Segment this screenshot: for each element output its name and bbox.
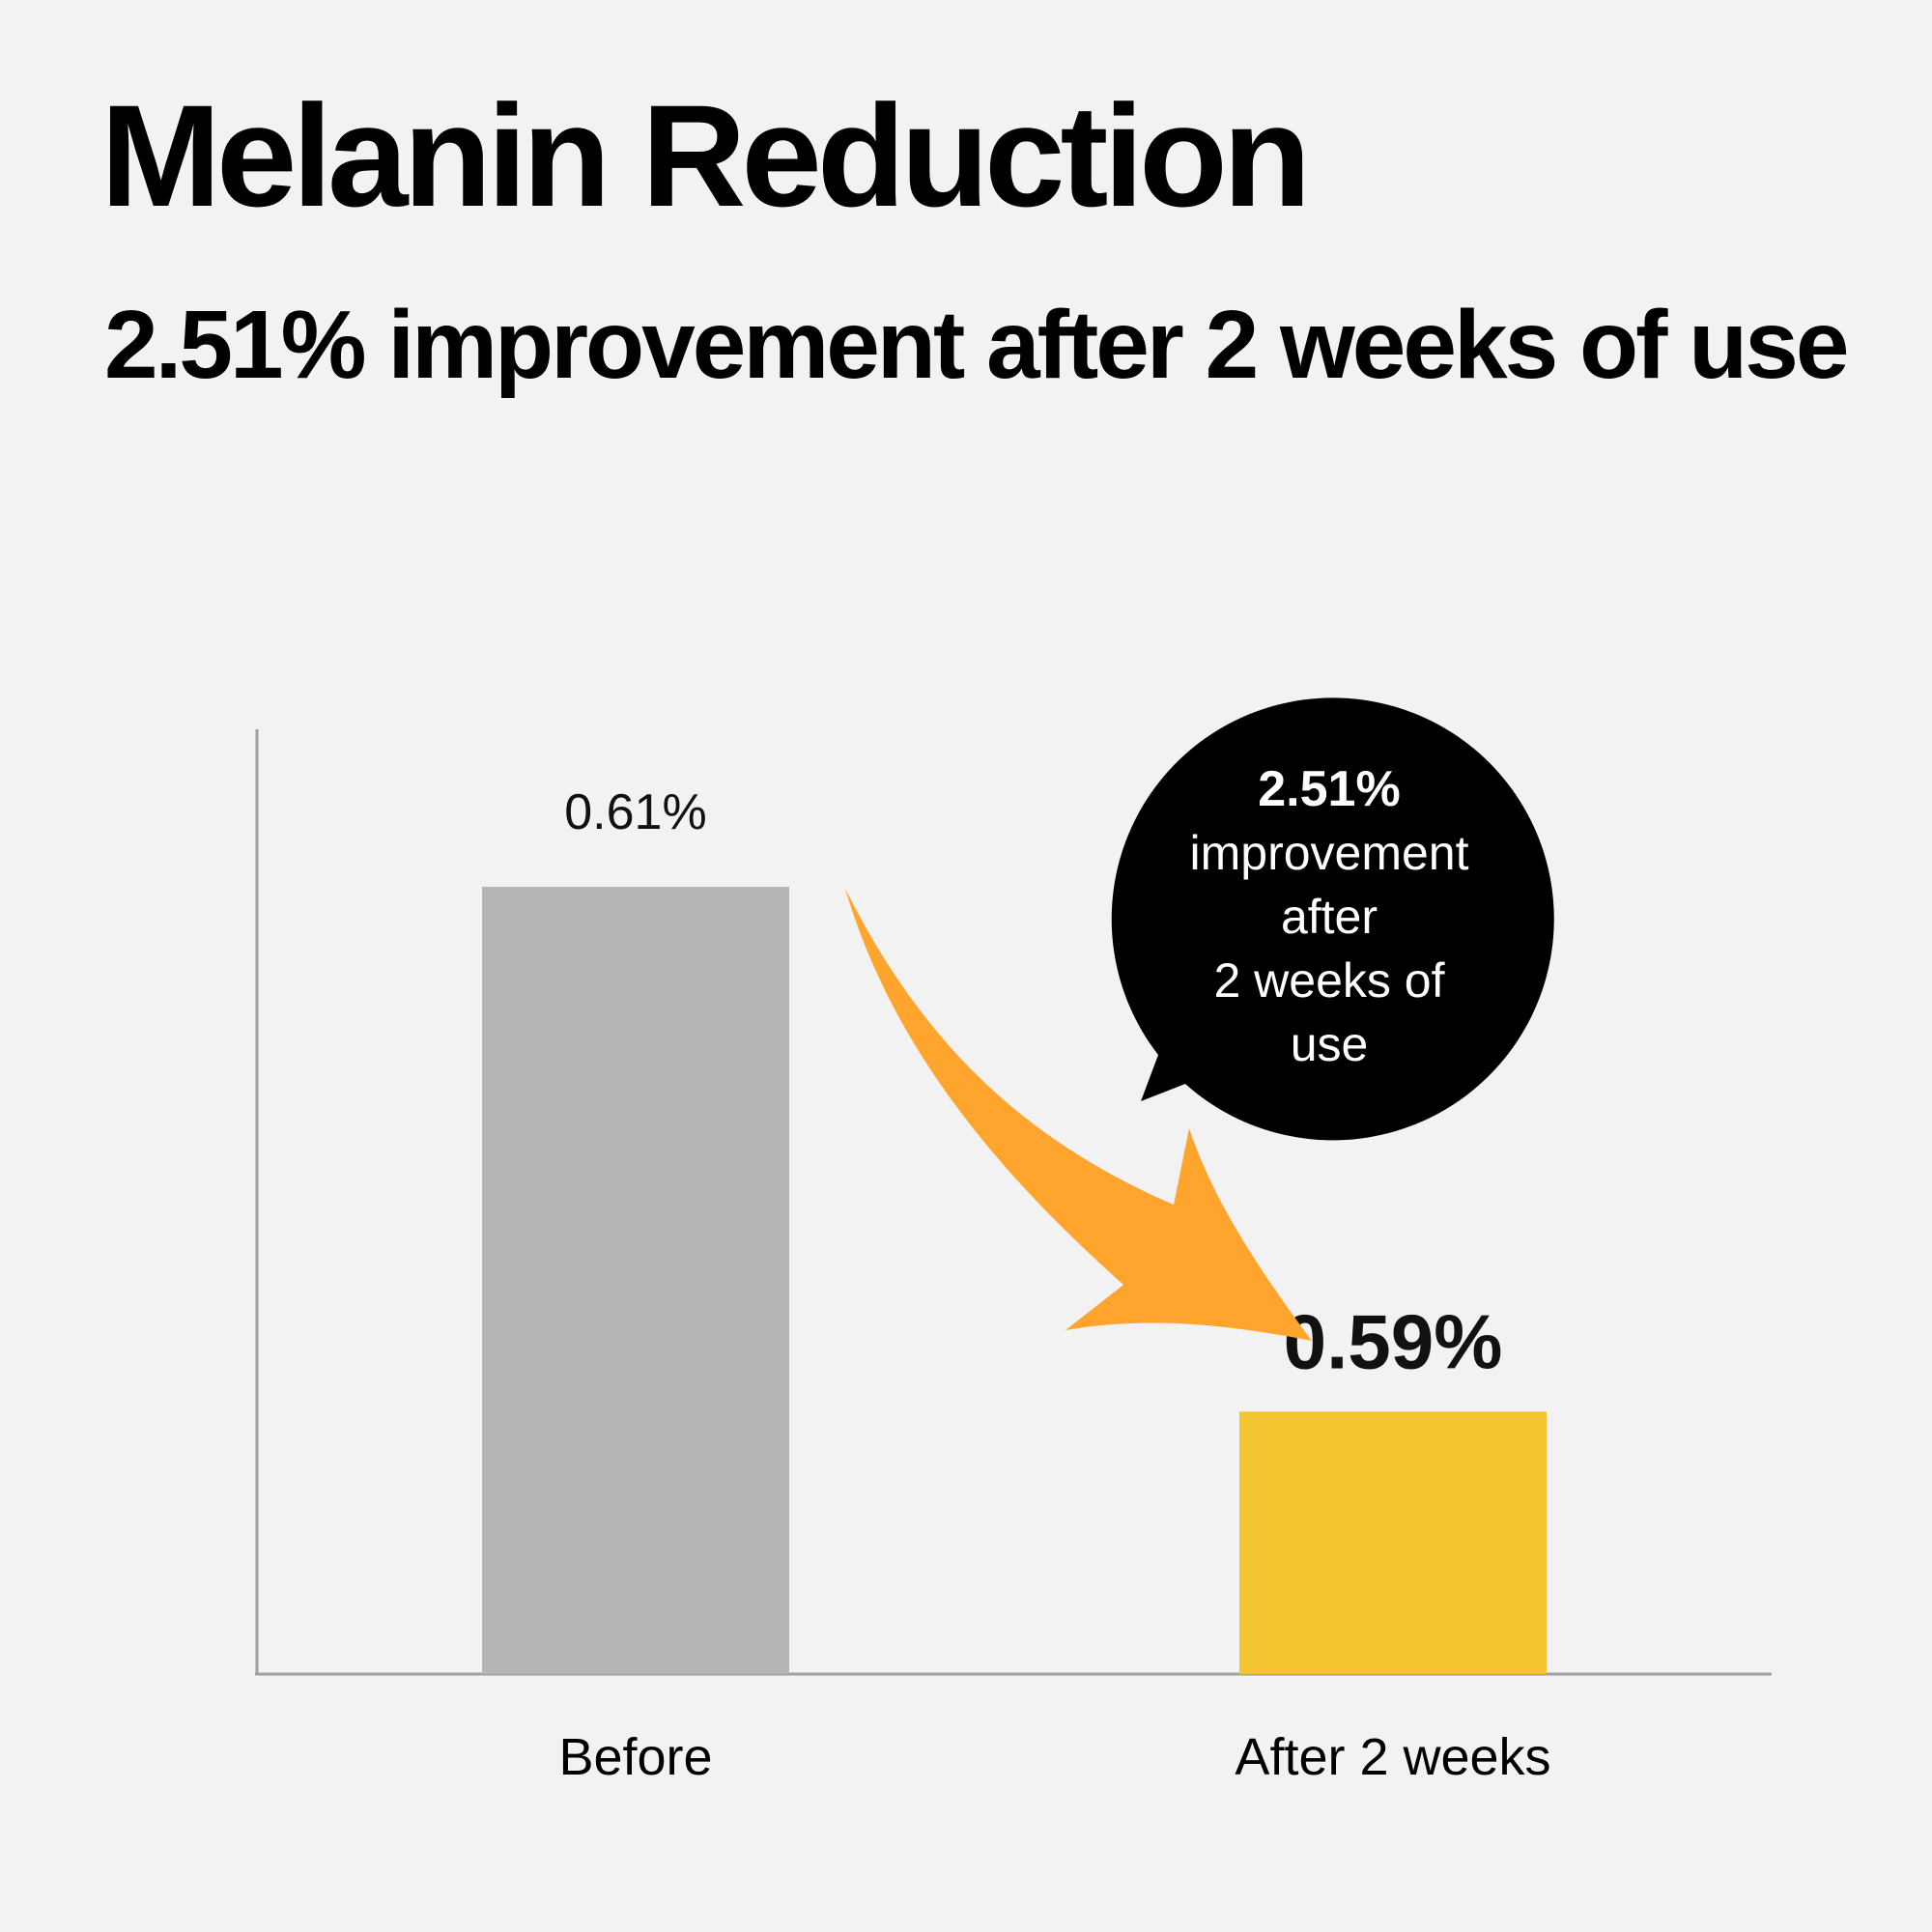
bar-before xyxy=(482,887,789,1674)
chart-subtitle: 2.51% improvement after 2 weeks of use xyxy=(104,291,1849,399)
callout-line-4: use xyxy=(1291,1017,1369,1071)
callout-percent: 2.51% xyxy=(1258,761,1400,817)
callout-line-2: after xyxy=(1281,890,1378,944)
x-tick-label-after-2-weeks: After 2 weeks xyxy=(1235,1728,1550,1786)
callout-bubble: 2.51% improvement after 2 weeks of use xyxy=(1111,697,1554,1141)
chart-title: Melanin Reduction xyxy=(100,74,1311,237)
decrease-arrow xyxy=(845,889,1312,1341)
data-label-after-2-weeks: 0.59% xyxy=(1284,1298,1503,1384)
callout-bubble-shape xyxy=(1111,697,1554,1141)
callout-line-3: 2 weeks of xyxy=(1213,953,1444,1008)
bar-after-2-weeks xyxy=(1239,1411,1547,1674)
data-label-before: 0.61% xyxy=(564,784,706,840)
x-tick-label-before: Before xyxy=(558,1728,712,1786)
callout-line-1: improvement xyxy=(1190,826,1469,880)
